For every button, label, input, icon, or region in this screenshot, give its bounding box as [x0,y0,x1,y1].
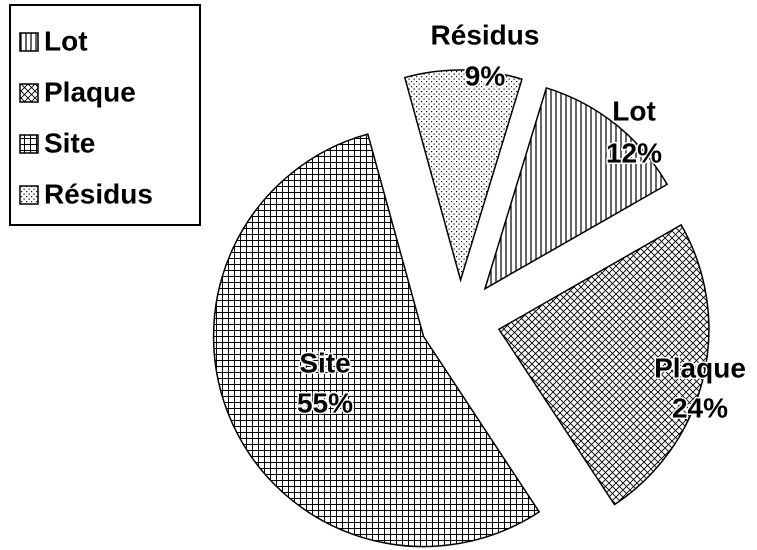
pie-slice [483,86,669,291]
slice-label: Plaque [654,352,746,383]
slice-label: Site [299,347,350,378]
slice-value: 9% [465,60,506,91]
pie-slice [212,133,541,548]
slice-value: 12% [606,137,662,168]
pie-slice [497,223,710,506]
slice-label: Lot [612,95,656,126]
legend-box [9,4,201,226]
slice-value: 24% [672,392,728,423]
legend-label: Résidus [44,178,153,209]
legend-label: Plaque [44,76,136,107]
pie-slice [403,69,523,283]
legend-swatch [19,134,39,154]
slice-label: Résidus [431,19,540,50]
legend-swatch [19,83,39,103]
legend-label: Lot [44,25,88,56]
slice-value: 55% [297,387,353,418]
legend-label: Site [44,127,95,158]
legend-swatch [19,32,39,52]
legend-swatch [19,185,39,205]
